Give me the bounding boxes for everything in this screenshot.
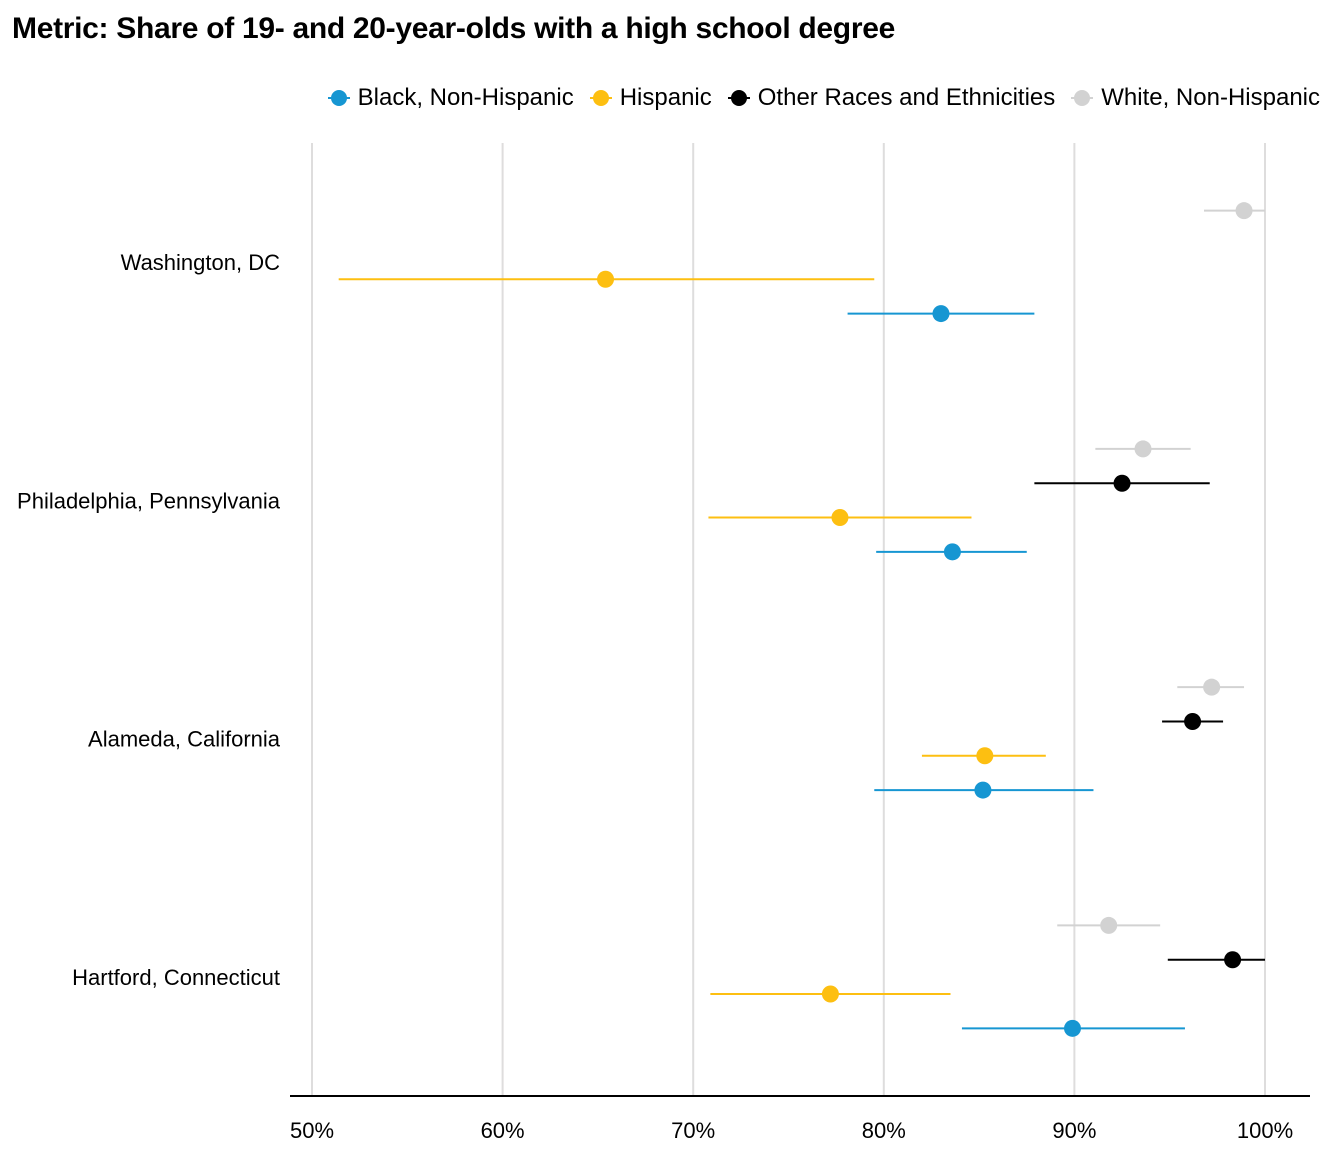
x-tick-label: 90%: [1052, 1118, 1096, 1143]
point-black-non-hispanic: [943, 543, 961, 561]
point-hispanic: [831, 509, 849, 527]
point-white-non-hispanic: [1100, 916, 1118, 934]
point-other-races-and-ethnicities: [1113, 474, 1131, 492]
point-other-races-and-ethnicities: [1184, 712, 1202, 730]
category-label: Alameda, California: [88, 727, 281, 752]
legend-label: White, Non-Hispanic: [1101, 84, 1320, 111]
category-label: Hartford, Connecticut: [72, 965, 280, 990]
category-label: Philadelphia, Pennsylvania: [17, 488, 281, 513]
legend-item-white-non-hispanic: White, Non-Hispanic: [1071, 84, 1320, 112]
legend-key: [1071, 87, 1094, 109]
legend-label: Black, Non-Hispanic: [357, 84, 574, 111]
point-hispanic: [821, 985, 839, 1003]
point-black-non-hispanic: [1063, 1019, 1081, 1037]
legend-item-black-non-hispanic: Black, Non-Hispanic: [327, 84, 574, 112]
point-other-races-and-ethnicities: [1224, 951, 1242, 969]
chart-title: Metric: Share of 19- and 20-year-olds wi…: [12, 12, 895, 45]
x-tick-label: 100%: [1237, 1118, 1293, 1143]
point-black-non-hispanic: [974, 781, 992, 799]
x-tick-label: 70%: [671, 1118, 715, 1143]
point-hispanic: [976, 747, 994, 765]
legend-key: [727, 87, 750, 109]
x-tick-label: 80%: [862, 1118, 906, 1143]
point-hispanic: [597, 270, 615, 288]
point-white-non-hispanic: [1235, 202, 1253, 220]
legend-key: [327, 87, 350, 109]
legend-item-hispanic: Hispanic: [589, 84, 712, 112]
legend-label: Other Races and Ethnicities: [757, 84, 1056, 111]
x-tick-label: 50%: [290, 1118, 334, 1143]
category-label: Washington, DC: [121, 250, 280, 275]
legend-key: [589, 87, 612, 109]
legend: Black, Non-Hispanic Hispanic Other Races a…: [327, 84, 1320, 112]
x-tick-label: 60%: [481, 1118, 525, 1143]
legend-item-other-races-and-ethnicities: Other Races and Ethnicities: [727, 84, 1056, 112]
point-black-non-hispanic: [932, 305, 950, 323]
point-white-non-hispanic: [1203, 678, 1221, 696]
point-white-non-hispanic: [1134, 440, 1152, 458]
legend-label: Hispanic: [619, 84, 712, 111]
